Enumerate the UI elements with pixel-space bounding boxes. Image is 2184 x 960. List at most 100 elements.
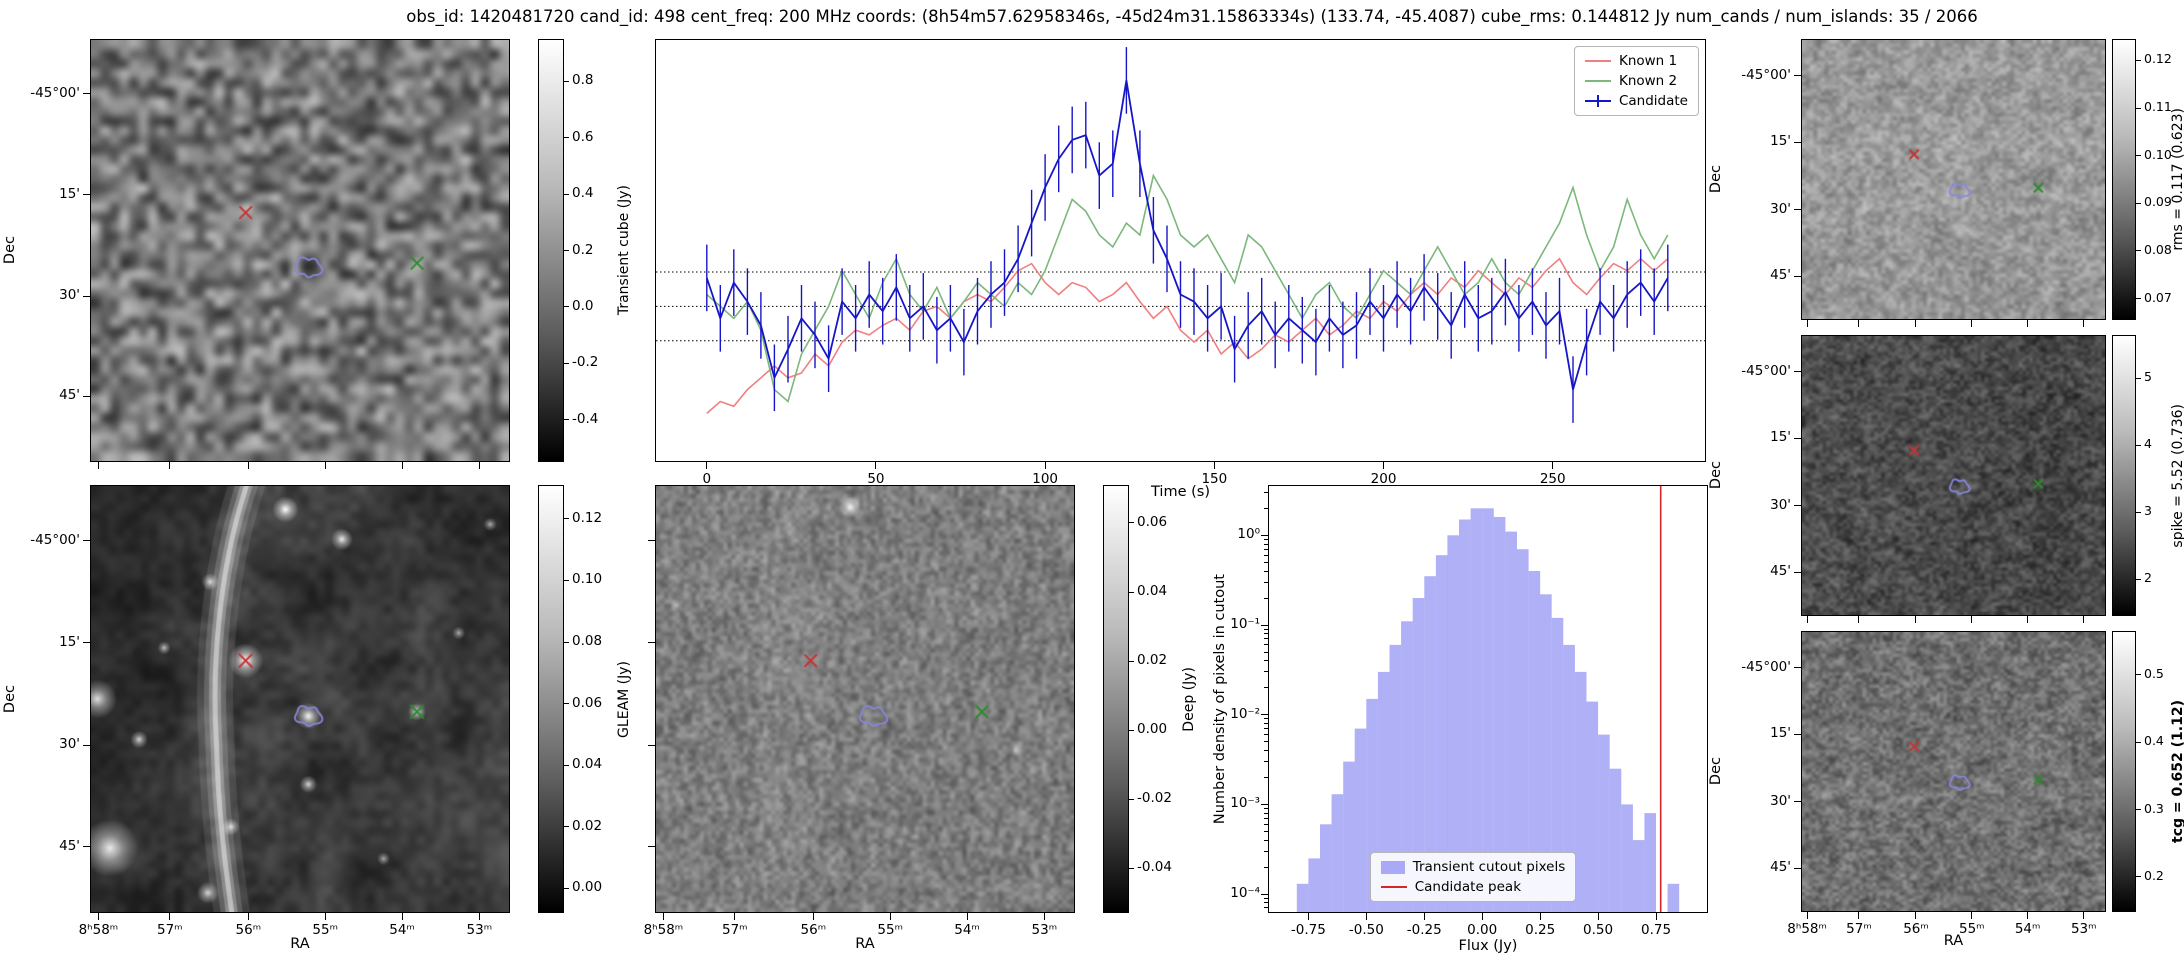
dec-tick-label: 30' bbox=[1770, 792, 1791, 809]
histogram-y-minor-tick bbox=[1264, 543, 1268, 545]
histogram-y-minor-tick bbox=[1264, 817, 1268, 819]
histogram-y-minor-tick bbox=[1264, 644, 1268, 646]
lightcurve-xlabel: Time (s) bbox=[1151, 484, 1210, 500]
colorbar-tick-label: 0.00 bbox=[1137, 721, 1168, 738]
dec-tick bbox=[83, 93, 90, 95]
transient-cube-image-panel bbox=[90, 39, 510, 462]
colorbar-tick bbox=[1129, 660, 1134, 662]
ra-tick bbox=[401, 913, 403, 920]
histogram-x-tick-label: -0.75 bbox=[1290, 922, 1326, 938]
colorbar-tick-label: 0.6 bbox=[572, 128, 594, 145]
colorbar-tick-label: -0.2 bbox=[572, 354, 599, 371]
dec-tick bbox=[1794, 437, 1801, 439]
ra-tick-label: 53ᵐ bbox=[1031, 922, 1058, 938]
colorbar-tick bbox=[2136, 107, 2141, 109]
colorbar-tick bbox=[1129, 522, 1134, 524]
dec-tick bbox=[1794, 733, 1801, 735]
deep-image-panel bbox=[655, 485, 1075, 913]
gleam-colorbar-gradient bbox=[538, 485, 564, 913]
histogram-y-minor-tick bbox=[1264, 507, 1268, 509]
spike-dec-axis-label: Dec bbox=[1708, 461, 1724, 490]
histogram-y-tick bbox=[1261, 624, 1268, 626]
ra-tick bbox=[2027, 912, 2029, 919]
ra-tick bbox=[734, 913, 736, 920]
histogram-y-minor-tick bbox=[1264, 812, 1268, 814]
ra-tick-label: 53ᵐ bbox=[466, 922, 493, 938]
histogram-x-tick-label: 0.50 bbox=[1583, 922, 1614, 938]
deep-canvas bbox=[656, 486, 1074, 912]
ra-tick-label: 57ᵐ bbox=[1846, 921, 1872, 937]
colorbar-tick-label: 0.07 bbox=[2144, 289, 2172, 305]
spike-image-panel bbox=[1801, 335, 2106, 616]
dec-tick-label: 15' bbox=[1770, 429, 1791, 446]
histogram-y-minor-tick bbox=[1264, 651, 1268, 653]
ra-tick bbox=[1858, 320, 1860, 327]
colorbar-tick-label: 0.2 bbox=[572, 241, 594, 258]
histogram-legend: Transient cutout pixels Candidate peak bbox=[1369, 852, 1577, 902]
legend-label-cutout-pixels: Transient cutout pixels bbox=[1412, 859, 1566, 875]
transient-colorbar: Transient cube (Jy) 0.8 0.6 0.4 0.2 0.0 -0.2 -… bbox=[538, 39, 668, 462]
histogram-x-tick-label: -0.25 bbox=[1406, 922, 1442, 938]
dec-tick bbox=[83, 395, 90, 397]
lightcurve-x-tick-label: 250 bbox=[1539, 471, 1566, 487]
colorbar-tick-label: 0.0 bbox=[572, 297, 594, 314]
rms-dec-axis-label: Dec bbox=[1708, 165, 1724, 194]
dec-tick-label: 30' bbox=[59, 287, 80, 304]
histogram-y-minor-tick bbox=[1264, 761, 1268, 763]
lightcurve-x-tick-label: 100 bbox=[1032, 471, 1059, 487]
legend-label-candidate: Candidate bbox=[1618, 93, 1688, 109]
histogram-x-tick-label: 0.00 bbox=[1467, 922, 1498, 938]
tcg-ra-axis-label: RA bbox=[1943, 933, 1964, 949]
figure-title: obs_id: 1420481720 cand_id: 498 cent_fre… bbox=[406, 7, 1978, 26]
lightcurve-x-tick-label: 200 bbox=[1370, 471, 1397, 487]
dec-tick-label: 45' bbox=[59, 387, 80, 404]
histogram-y-minor-tick bbox=[1264, 830, 1268, 832]
legend-label-known1: Known 1 bbox=[1618, 53, 1678, 69]
histogram-y-tick-label: 10⁻³ bbox=[1230, 795, 1260, 812]
dec-tick-label: 15' bbox=[59, 185, 80, 202]
colorbar-tick-label: 0.00 bbox=[572, 879, 603, 896]
tcg-canvas bbox=[1802, 632, 2105, 911]
dec-tick bbox=[1794, 75, 1801, 77]
ra-tick bbox=[1043, 913, 1045, 920]
ra-tick-label: 55ᵐ bbox=[312, 922, 338, 938]
transient-colorbar-label: Transient cube (Jy) bbox=[616, 185, 632, 316]
colorbar-tick bbox=[564, 250, 569, 251]
colorbar-tick bbox=[2136, 155, 2141, 157]
tcg-colorbar: tcg = 0.652 (1.12) 0.5 0.4 0.3 0.2 bbox=[2112, 631, 2184, 912]
ra-tick bbox=[1915, 616, 1917, 623]
dec-tick bbox=[648, 540, 655, 542]
dec-tick bbox=[648, 744, 655, 746]
histogram-y-minor-tick bbox=[1264, 807, 1268, 809]
histogram-y-minor-tick bbox=[1264, 902, 1268, 904]
colorbar-tick bbox=[564, 137, 569, 139]
spike-colorbar-label: spike = 5.52 (0.736) bbox=[2170, 403, 2184, 548]
histogram-x-tick bbox=[1539, 913, 1541, 920]
histogram-x-tick-label: 0.75 bbox=[1640, 922, 1672, 938]
dec-tick-label: 45' bbox=[1770, 267, 1791, 284]
colorbar-tick-label: 2 bbox=[2144, 570, 2152, 586]
ra-tick-label: 54ᵐ bbox=[954, 922, 980, 938]
dec-tick bbox=[648, 642, 655, 643]
colorbar-tick bbox=[2136, 250, 2141, 252]
candidate-errorbar-sample bbox=[1584, 95, 1611, 107]
colorbar-tick-label: 0.08 bbox=[2144, 241, 2172, 257]
colorbar-tick bbox=[564, 641, 569, 643]
colorbar-tick-label: 0.10 bbox=[572, 571, 603, 588]
legend-item-known2: Known 2 bbox=[1584, 73, 1688, 89]
colorbar-tick bbox=[564, 703, 569, 705]
colorbar-tick-label: 0.06 bbox=[1137, 513, 1168, 530]
histogram-y-minor-tick bbox=[1264, 597, 1268, 599]
dec-tick bbox=[1794, 209, 1801, 211]
tcg-dec-axis-label: Dec bbox=[1708, 757, 1724, 786]
lightcurve-x-tick-label: 150 bbox=[1201, 471, 1228, 487]
lightcurve-legend: Known 1 Known 2 Candidate bbox=[1573, 46, 1699, 116]
ra-tick bbox=[97, 462, 99, 469]
ra-tick bbox=[478, 462, 480, 469]
lightcurve-x-tick bbox=[875, 462, 877, 469]
dec-tick-label: -45°00' bbox=[1741, 658, 1791, 675]
colorbar-tick bbox=[2136, 876, 2141, 878]
histogram-y-minor-tick bbox=[1264, 570, 1268, 572]
dec-tick-label: 45' bbox=[59, 837, 80, 854]
ra-tick bbox=[1806, 320, 1808, 327]
